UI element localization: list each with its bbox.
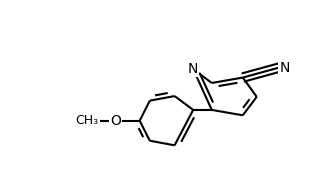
Text: N: N — [279, 61, 290, 75]
Text: N: N — [188, 62, 198, 76]
Text: CH₃: CH₃ — [75, 114, 98, 127]
Text: O: O — [110, 114, 121, 128]
